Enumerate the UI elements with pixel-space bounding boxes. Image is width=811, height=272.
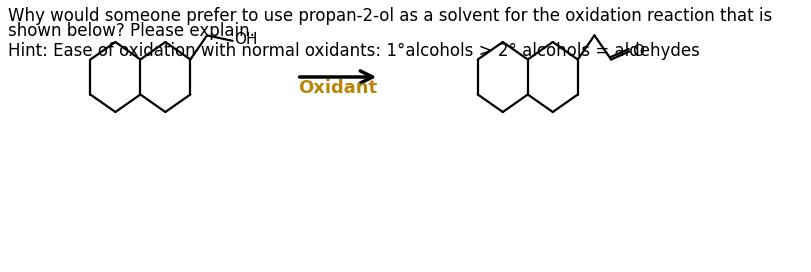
Text: Why would someone prefer to use propan-2-ol as a solvent for the oxidation react: Why would someone prefer to use propan-2… xyxy=(8,7,771,25)
Text: Hint: Ease of oxidation with normal oxidants: 1°alcohols > 2° alcohols = aldehyd: Hint: Ease of oxidation with normal oxid… xyxy=(8,42,699,60)
Text: OH: OH xyxy=(234,32,257,47)
Text: O: O xyxy=(631,44,643,59)
Text: Oxidant: Oxidant xyxy=(298,79,377,97)
Text: shown below? Please explain.: shown below? Please explain. xyxy=(8,22,255,40)
